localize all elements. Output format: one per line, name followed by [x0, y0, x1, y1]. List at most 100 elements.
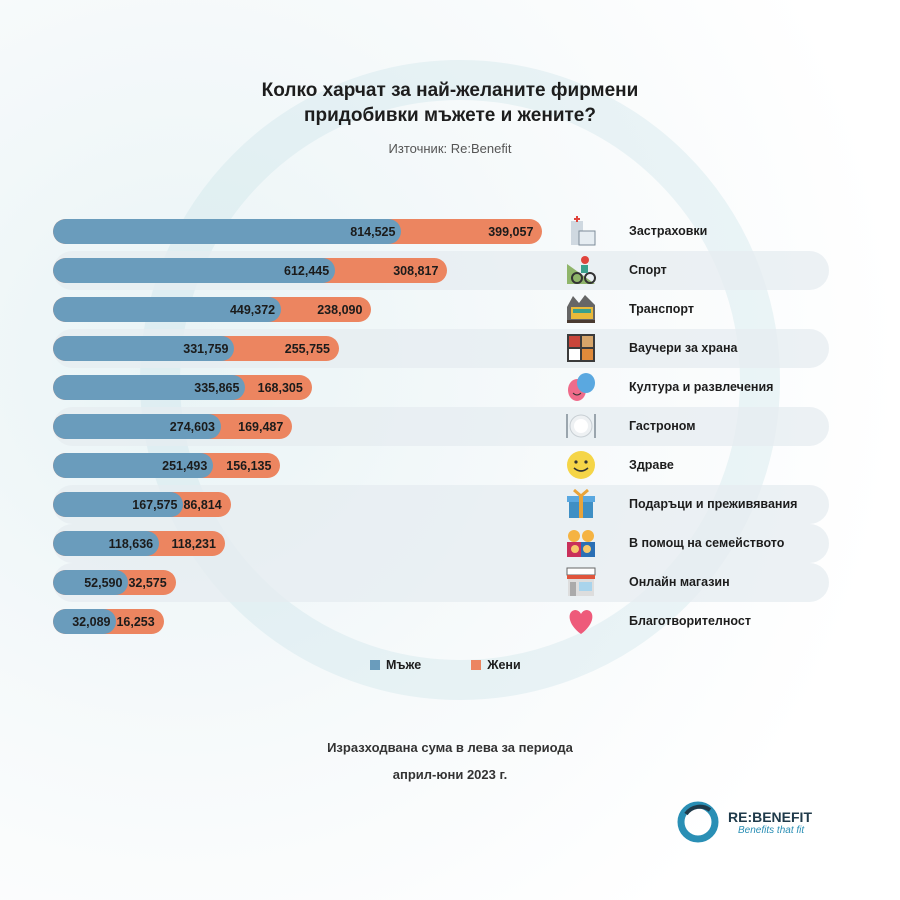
chart-row: 32,089 16,253 Благотворителност [53, 602, 829, 641]
value-label-women: 308,817 [393, 263, 439, 278]
bar-segment-women: 16,253 [116, 609, 163, 634]
bar-segment-women: 118,231 [159, 531, 225, 556]
stacked-bar: 167,575 86,814 [53, 492, 231, 517]
bar-segment-women: 399,057 [401, 219, 542, 244]
chart-row: 449,372 238,090 Транспорт [53, 290, 829, 329]
legend-swatch-men [370, 660, 380, 670]
value-label-women: 32,575 [128, 575, 167, 590]
value-label-women: 169,487 [238, 419, 284, 434]
stacked-bar: 331,759 255,755 [53, 336, 339, 361]
chart-row: 118,636 118,231 В помощ на семейството [53, 524, 829, 563]
legend-men: Мъже [370, 658, 421, 672]
category-label: Гастроном [629, 419, 696, 433]
value-label-women: 168,305 [257, 380, 303, 395]
category-label: Благотворителност [629, 614, 751, 628]
value-label-men: 335,865 [194, 380, 240, 395]
stacked-bar: 52,590 32,575 [53, 570, 176, 595]
value-label-women: 118,231 [171, 536, 216, 551]
value-label-men: 167,575 [132, 497, 178, 512]
bar-segment-women: 156,135 [213, 453, 280, 478]
stacked-bar: 335,865 168,305 [53, 375, 312, 400]
category-label: Застраховки [629, 224, 708, 238]
bar-segment-men: 118,636 [53, 531, 160, 556]
bento-icon [567, 334, 595, 362]
value-label-men: 118,636 [108, 536, 154, 551]
logo-brand: RE:BENEFIT [728, 808, 812, 825]
chart-row: 331,759 255,755 Ваучери за храна [53, 329, 829, 368]
stacked-bar: 274,603 169,487 [53, 414, 293, 439]
stacked-bar: 814,525 399,057 [53, 219, 543, 244]
plate-cutlery-icon [566, 414, 596, 438]
bar-segment-women: 32,575 [128, 570, 175, 595]
category-label: Спорт [629, 263, 667, 277]
bar-segment-women: 308,817 [335, 258, 447, 283]
bar-segment-men: 274,603 [53, 414, 221, 439]
bar-segment-men: 331,759 [53, 336, 235, 361]
bar-segment-women: 238,090 [281, 297, 371, 322]
bar-segment-women: 168,305 [245, 375, 311, 400]
value-label-women: 16,253 [116, 614, 155, 629]
family-icon [567, 530, 595, 557]
bar-segment-women: 169,487 [221, 414, 292, 439]
chart-row: 167,575 86,814 Подаръци и преживявания [53, 485, 829, 524]
category-label: Ваучери за храна [629, 341, 738, 355]
category-label: Транспорт [629, 302, 695, 316]
value-label-women: 255,755 [284, 341, 330, 356]
chart-row: 274,603 169,487 Гастроном [53, 407, 829, 446]
legend: Мъже Жени [370, 658, 521, 672]
bar-segment-men: 251,493 [53, 453, 214, 478]
smiley-icon [567, 451, 595, 479]
chart-title: Колко харчат за най-желаните фирмени при… [0, 78, 900, 128]
value-label-men: 449,372 [229, 302, 276, 317]
hospital-icon [571, 216, 596, 246]
train-icon [567, 295, 595, 323]
heart-icon [569, 610, 593, 634]
legend-swatch-women [471, 660, 482, 670]
category-label: Здраве [629, 458, 674, 472]
rebenefit-logo: RE:BENEFIT Benefits that fit [676, 800, 812, 844]
bar-segment-men: 32,089 [53, 609, 117, 634]
logo-ring-icon [677, 801, 719, 843]
chart-row: 814,525 399,057 Застраховки [53, 212, 829, 251]
logo-tagline: Benefits that fit [738, 824, 805, 836]
value-label-men: 331,759 [183, 341, 229, 356]
value-label-women: 399,057 [488, 224, 534, 239]
category-label: Подаръци и преживявания [629, 497, 798, 511]
bar-segment-men: 449,372 [53, 297, 282, 322]
x-axis-label-period: април-юни 2023 г. [392, 767, 508, 782]
stacked-bar: 449,372 238,090 [53, 297, 372, 322]
bar-segment-women: 86,814 [183, 492, 230, 517]
bar-segment-women: 255,755 [234, 336, 338, 361]
chart-row: 335,865 168,305 Култура и развлечения [53, 368, 829, 407]
stacked-bar: 612,445 308,817 [53, 258, 448, 283]
value-label-men: 32,089 [72, 614, 111, 629]
stacked-bar: 32,089 16,253 [53, 609, 164, 634]
chart-row: 612,445 308,817 Спорт [53, 251, 829, 290]
source-text: Източник: Re:Benefit [388, 141, 512, 156]
chart-row: 52,590 32,575 Онлайн магазин [53, 563, 829, 602]
value-label-men: 251,493 [162, 458, 208, 473]
x-axis-label: Изразходвана сума в лева за периода [327, 740, 573, 755]
bar-segment-men: 335,865 [53, 375, 246, 400]
cyclist-icon [567, 256, 596, 284]
gift-icon [567, 488, 595, 518]
chart-row: 251,493 156,135 Здраве [53, 446, 829, 485]
value-label-men: 612,445 [284, 263, 330, 278]
value-label-men: 274,603 [169, 419, 215, 434]
bar-segment-men: 52,590 [53, 570, 129, 595]
category-label: Онлайн магазин [629, 575, 730, 589]
stacked-bar: 251,493 156,135 [53, 453, 281, 478]
title-line-2: придобивки мъжете и жените? [304, 105, 596, 126]
value-label-women: 156,135 [226, 458, 272, 473]
value-label-women: 86,814 [183, 497, 222, 512]
bar-segment-men: 814,525 [53, 219, 402, 244]
legend-label-women: Жени [487, 658, 521, 672]
bar-segment-men: 612,445 [53, 258, 336, 283]
theater-masks-icon [568, 373, 595, 401]
bar-segment-men: 167,575 [53, 492, 184, 517]
shop-icon [566, 567, 596, 596]
stacked-bar: 118,636 118,231 [53, 531, 225, 556]
title-line-1: Колко харчат за най-желаните фирмени [261, 80, 639, 101]
value-label-women: 238,090 [317, 302, 363, 317]
category-label: Култура и развлечения [629, 380, 774, 394]
